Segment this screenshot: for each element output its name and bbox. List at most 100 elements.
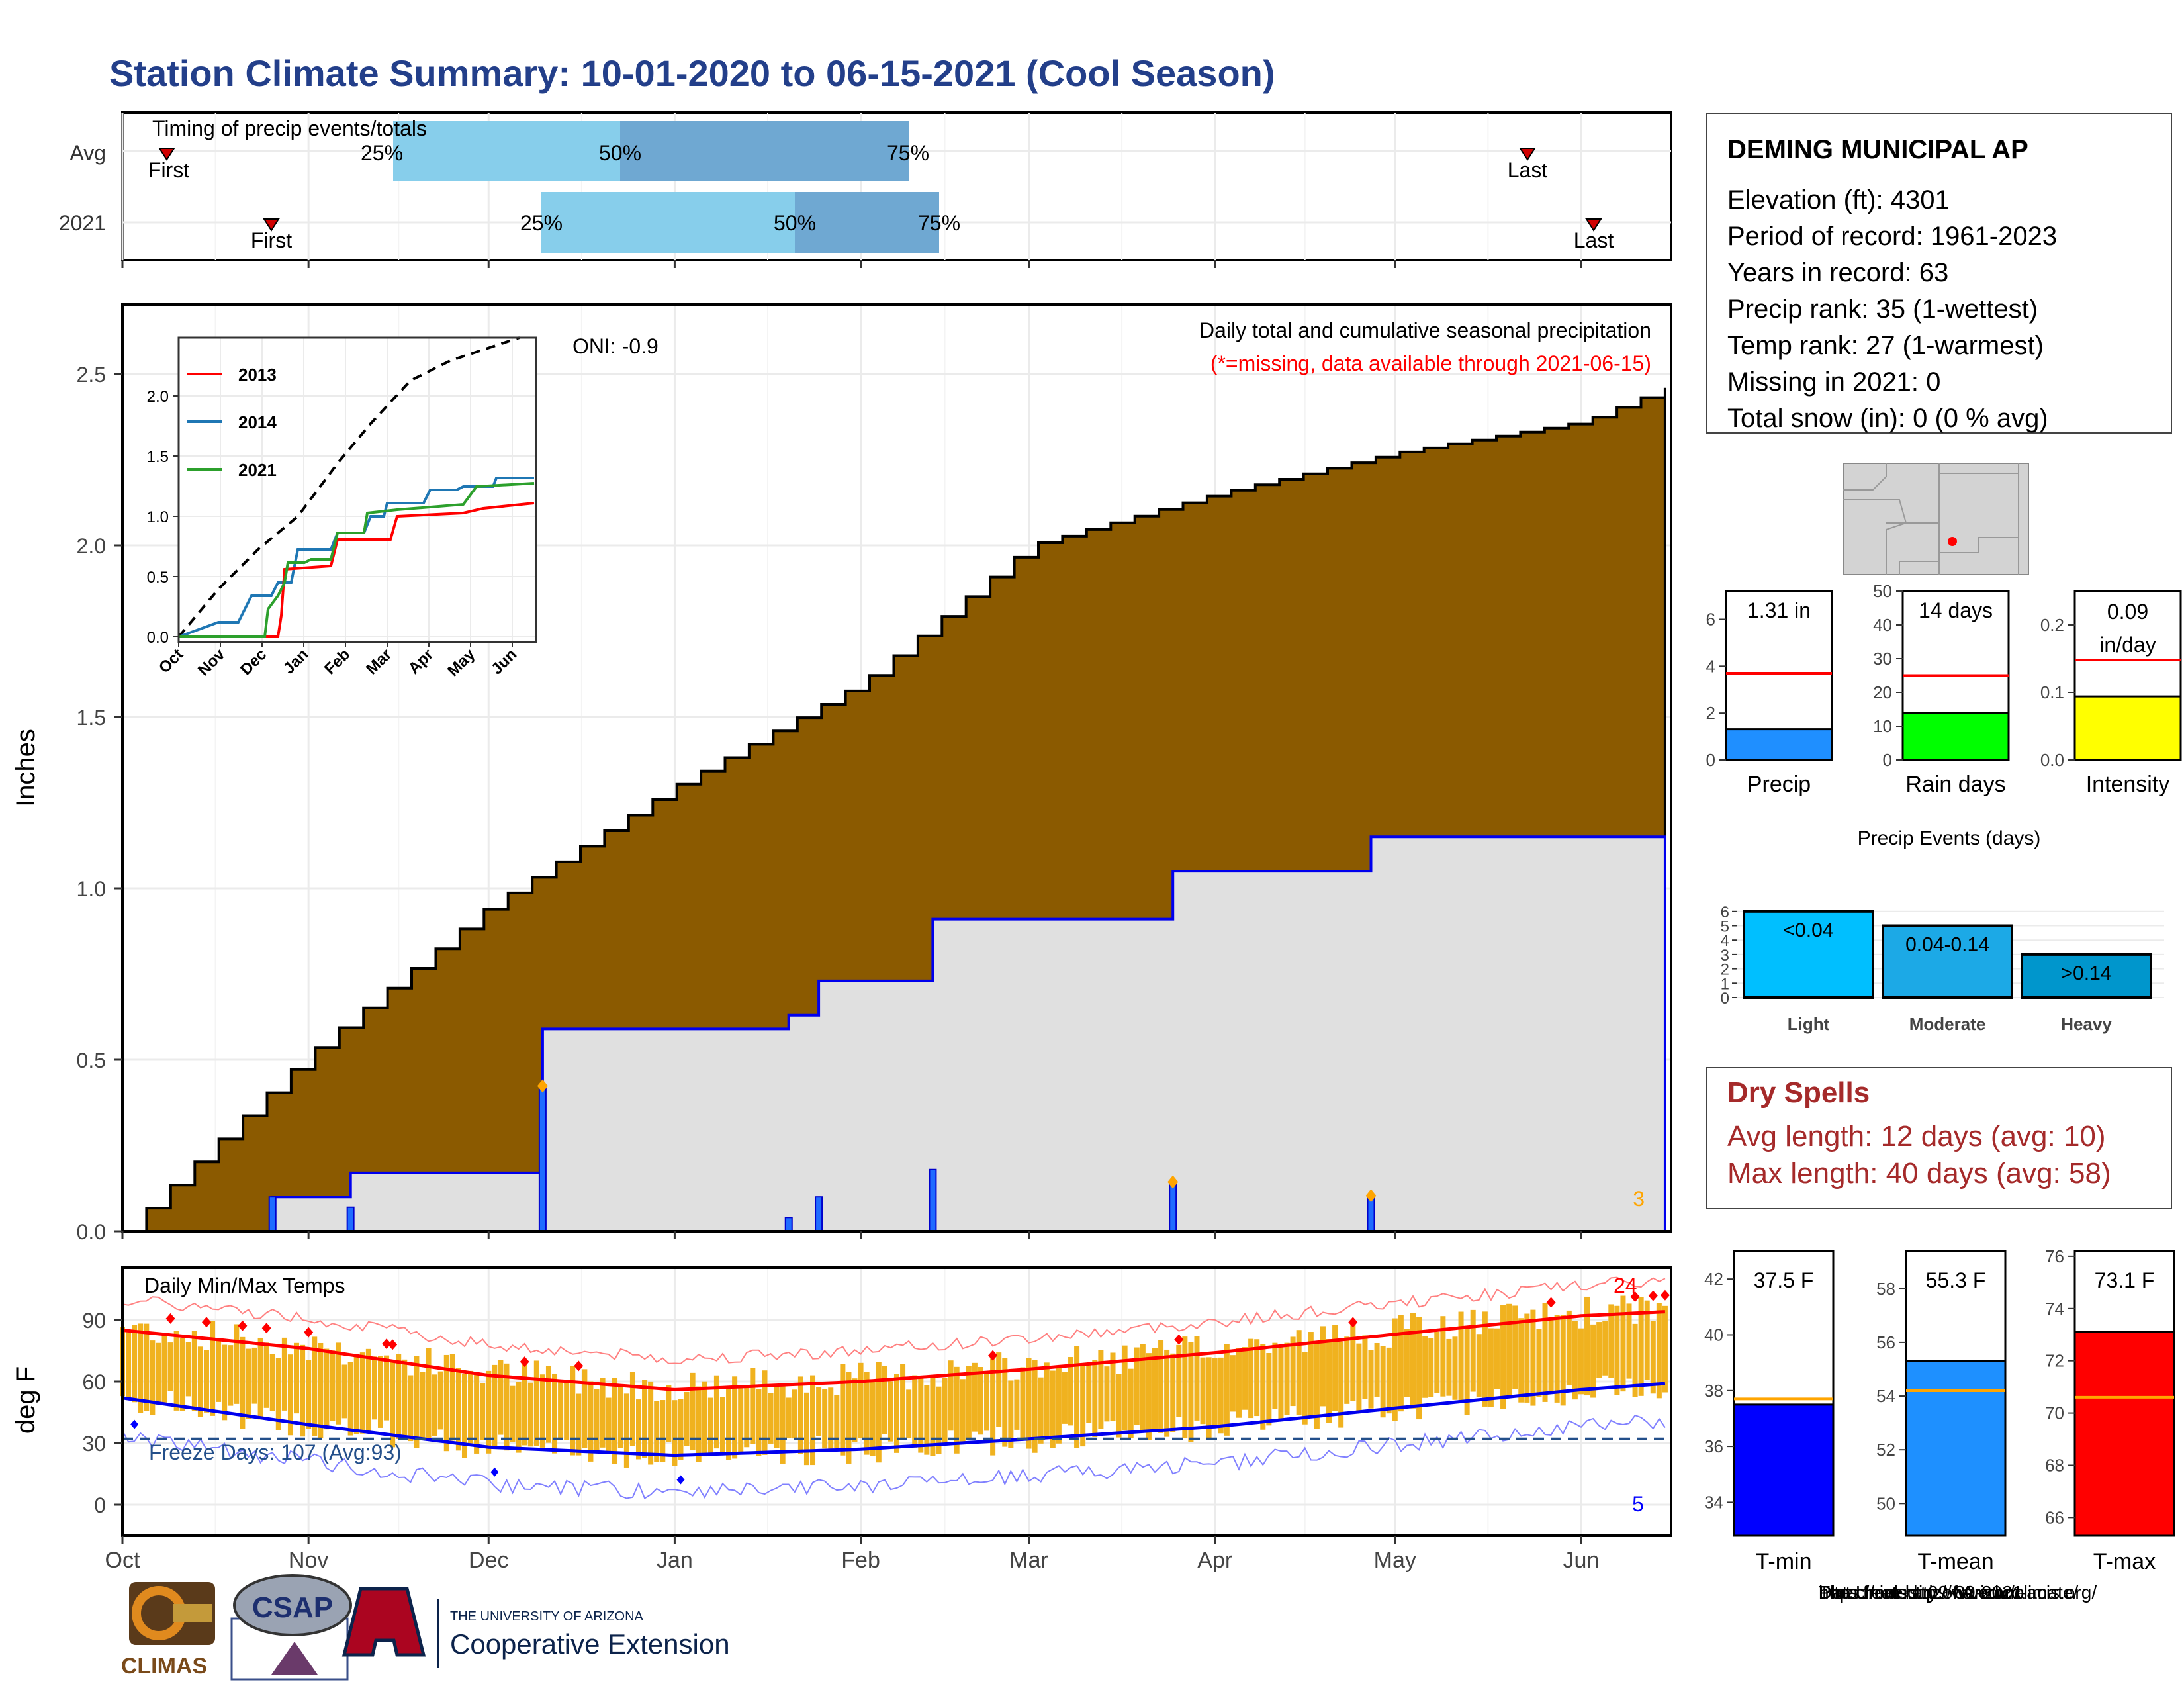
mini-bar-tick: 0.0 (2040, 750, 2064, 770)
daily-temp-bar (1200, 1357, 1206, 1425)
daily-temp-bar (420, 1372, 426, 1438)
avg-q75-label: 75% (887, 141, 929, 165)
daily-temp-bar (786, 1397, 792, 1438)
precip-marker (1365, 1189, 1377, 1203)
daily-temp-bar (588, 1381, 594, 1462)
daily-temp-bar (768, 1393, 774, 1444)
mini-bar-1 (1901, 712, 2010, 761)
daily-temp-bar (437, 1371, 443, 1430)
record-low-marker (130, 1419, 139, 1429)
temp-bar-value: 55.3 F (1926, 1268, 1986, 1292)
daily-temp-bar (1026, 1358, 1032, 1449)
daily-temp-bar (533, 1360, 539, 1446)
daily-temp-bar (558, 1382, 564, 1438)
month-label: Feb (841, 1548, 880, 1573)
daily-temp-bar (522, 1361, 527, 1446)
record-high-marker (382, 1338, 392, 1350)
record-low-marker (490, 1467, 499, 1477)
daily-temp-bar (594, 1389, 600, 1452)
daily-temp-bar (972, 1362, 978, 1432)
daily-temp-bar (1212, 1358, 1218, 1426)
daily-temp-bar (539, 1374, 545, 1448)
daily-temp-bar (774, 1387, 780, 1448)
temp-title: Daily Min/Max Temps (144, 1274, 345, 1297)
record-high-marker (520, 1356, 529, 1368)
precip-ytick: 2.0 (77, 534, 106, 558)
temp-bar-tick: 72 (2045, 1351, 2064, 1371)
cold-days-count: 5 (1632, 1492, 1644, 1516)
record-high-marker (304, 1327, 314, 1338)
mini-bar-value: 0.09 (2107, 600, 2148, 624)
daily-temp-bar (1524, 1313, 1530, 1403)
daily-temp-bar (1284, 1342, 1290, 1415)
station-total-snow: Total snow (in): 0 (0 % avg) (1727, 404, 2048, 433)
mini-bar-tick: 2 (1706, 703, 1715, 723)
daily-temp-bar (1344, 1336, 1350, 1404)
precip-ytick: 0.5 (77, 1049, 106, 1072)
daily-temp-bar (318, 1342, 324, 1438)
daily-precip-bar (268, 1196, 277, 1232)
daily-temp-bar (330, 1350, 336, 1421)
event-bar-name: <0.04 (1784, 919, 1834, 941)
temp-bar-tick: 66 (2045, 1507, 2064, 1527)
avg-q50-label: 50% (599, 141, 641, 165)
daily-temp-bar (1428, 1338, 1434, 1397)
mini-bar-0 (1725, 728, 1833, 761)
daily-temp-bar (312, 1336, 318, 1436)
daily-temp-bar (960, 1379, 966, 1444)
climas-logo-text: CLIMAS (121, 1654, 207, 1679)
month-label: Nov (289, 1548, 328, 1573)
station-period: Period of record: 1961-2023 (1727, 222, 2058, 251)
inset-legend-2013: 2013 (238, 365, 277, 385)
daily-temp-bar (1002, 1358, 1008, 1447)
daily-temp-bar (797, 1376, 803, 1454)
daily-temp-bar (1152, 1348, 1158, 1430)
daily-temp-bar (185, 1342, 191, 1397)
credit-url: https://cals.arizona.edu/climate/ (1819, 1582, 2079, 1603)
daily-temp-bar (702, 1381, 707, 1457)
temp-bar-label: T-min (1756, 1549, 1812, 1574)
daily-temp-bar (1656, 1303, 1662, 1399)
daily-temp-bar (1116, 1374, 1122, 1438)
daily-temp-bar (1236, 1348, 1242, 1418)
events-ytick: 5 (1721, 918, 1729, 936)
oni-label: ONI: -0.9 (572, 334, 659, 358)
daily-temp-bar (840, 1364, 846, 1456)
daily-temp-bar (954, 1366, 960, 1454)
timing-row-avg: Avg (69, 141, 106, 165)
daily-temp-bar (257, 1337, 263, 1420)
daily-temp-bar (1170, 1353, 1176, 1432)
month-label: Oct (105, 1548, 140, 1573)
station-name: DEMING MUNICIPAL AP (1727, 135, 2028, 164)
daily-temp-bar (834, 1394, 840, 1448)
daily-temp-bar (1494, 1328, 1500, 1389)
daily-temp-bar (324, 1348, 330, 1430)
record-high-marker (388, 1339, 398, 1350)
daily-temp-bar (762, 1370, 768, 1455)
events-ytick: 3 (1721, 947, 1729, 964)
temp-bar-tick: 34 (1704, 1492, 1723, 1512)
daily-temp-bar (1092, 1360, 1098, 1437)
station-precip-rank: Precip rank: 35 (1-wettest) (1727, 295, 2038, 324)
temp-bar-label: T-max (2093, 1549, 2156, 1574)
daily-temp-bar (341, 1364, 347, 1419)
daily-temp-bar (150, 1340, 156, 1415)
daily-temp-bar (1392, 1318, 1398, 1421)
daily-temp-bar (492, 1364, 498, 1448)
inset-ytick: 0.0 (147, 629, 169, 647)
daily-temp-bar (1572, 1321, 1578, 1400)
daily-temp-bar (1596, 1322, 1602, 1378)
daily-temp-bar (1590, 1324, 1596, 1398)
daily-temp-bar (1614, 1305, 1620, 1395)
month-label: May (1374, 1548, 1416, 1573)
avg-min-line (122, 1382, 1666, 1458)
temp-bar-tick: 74 (2045, 1299, 2064, 1319)
temp-bar-2 (2073, 1331, 2175, 1537)
daily-temp-bar (1182, 1336, 1188, 1438)
daily-temp-bar (1032, 1360, 1038, 1453)
daily-temp-bar (449, 1354, 455, 1441)
daily-temp-bar (1062, 1372, 1068, 1424)
daily-temp-bar (1050, 1370, 1056, 1448)
daily-temp-bar (1332, 1325, 1338, 1411)
